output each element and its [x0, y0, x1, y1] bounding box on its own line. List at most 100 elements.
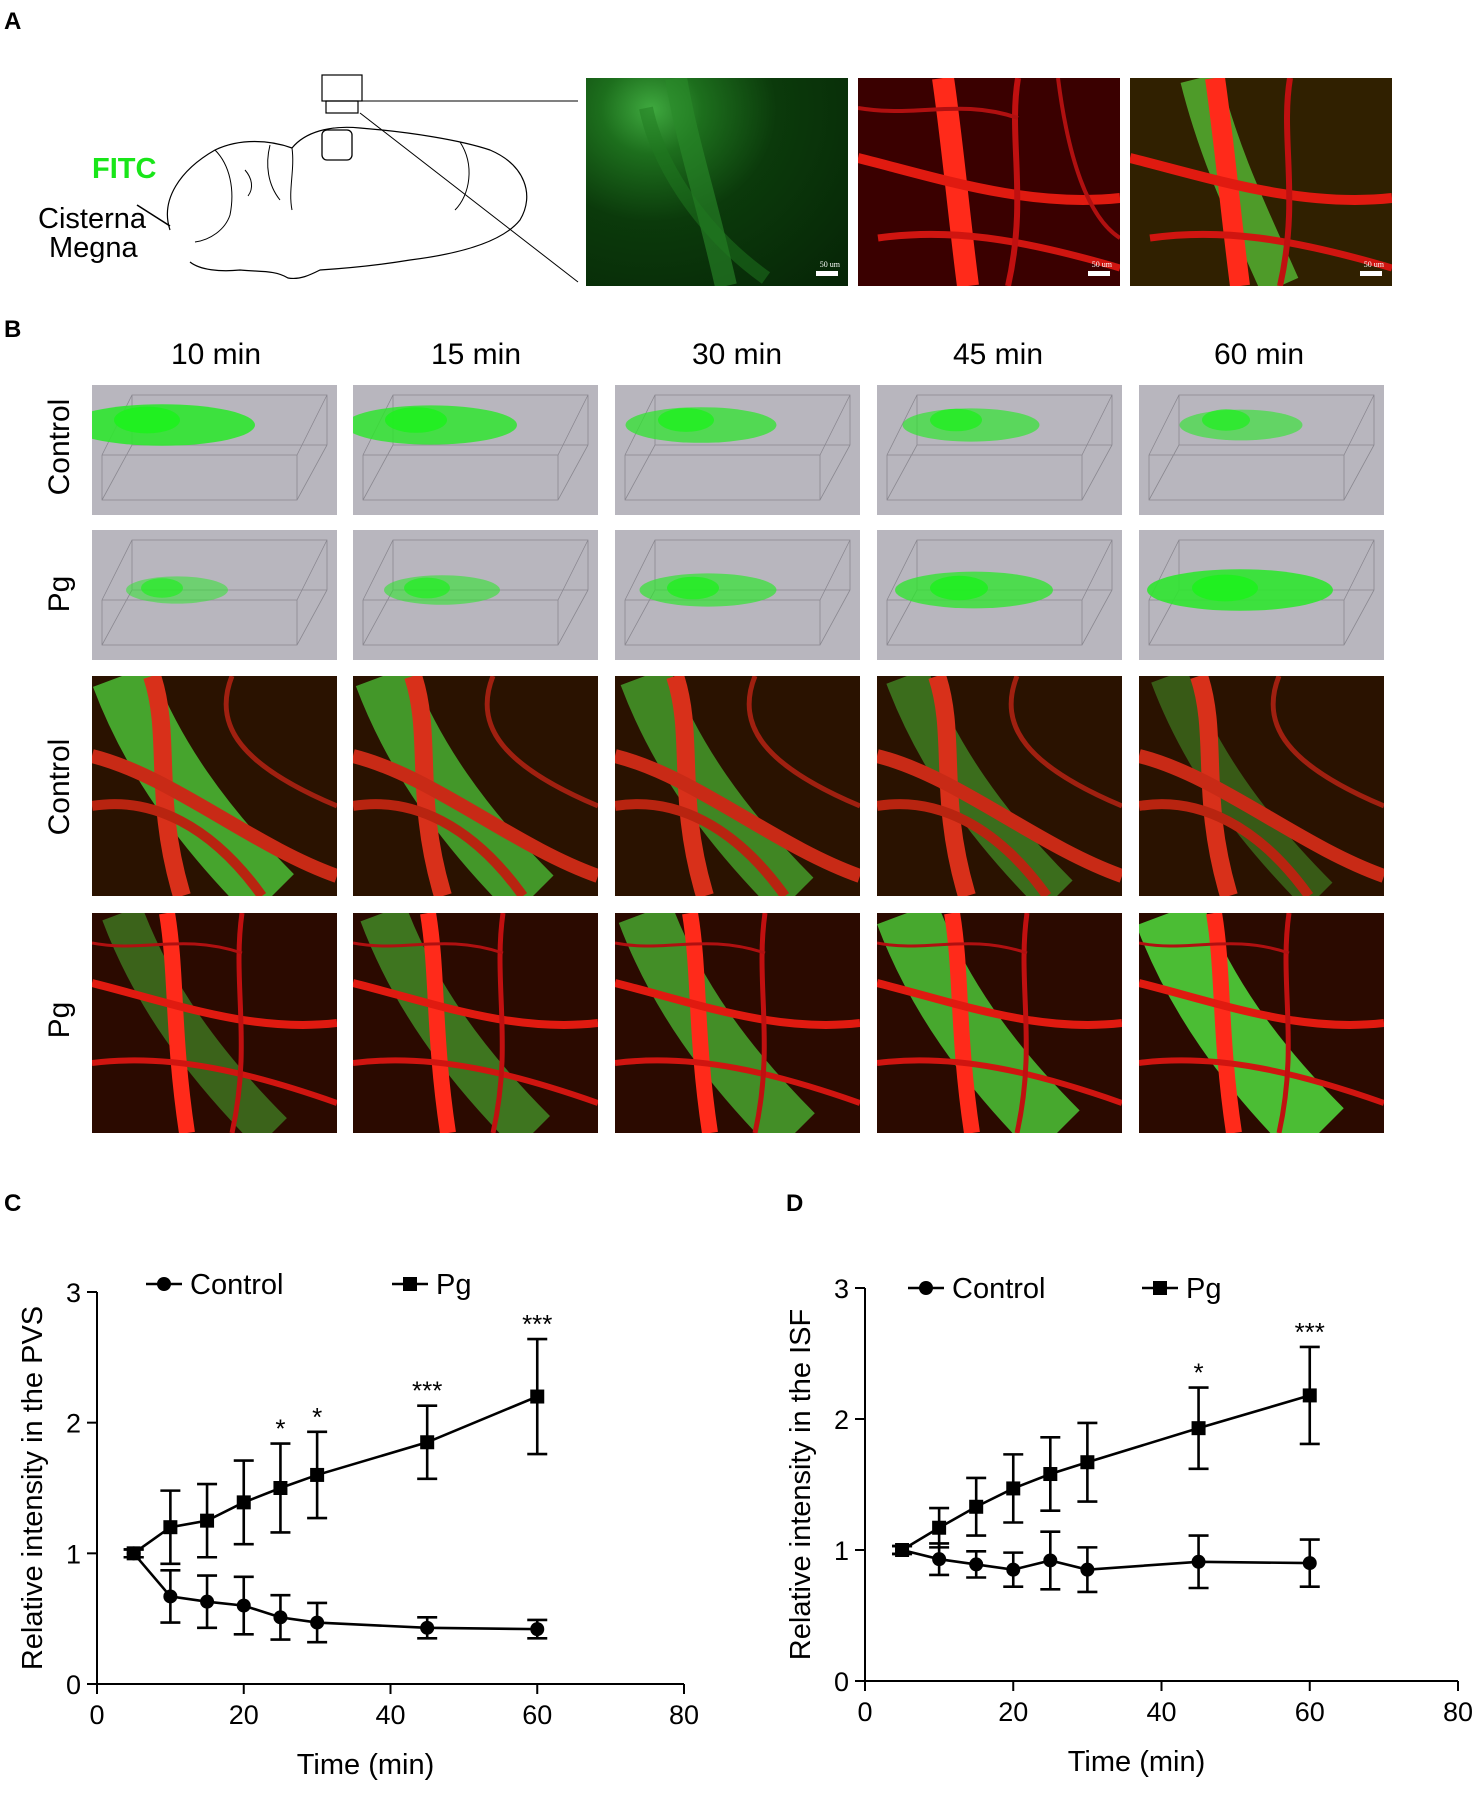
data-point-pg: [310, 1467, 325, 1482]
x-tick-label: 80: [669, 1700, 699, 1730]
panel-label-c: C: [4, 1190, 22, 1217]
panel-b-image: [877, 385, 1122, 515]
y-tick-label: 3: [834, 1274, 849, 1304]
data-point-pg: [200, 1513, 215, 1528]
time-label-30: 30 min: [691, 338, 783, 371]
data-point-control: [530, 1622, 545, 1637]
panel-b-image: [92, 676, 337, 896]
scale-bar: [1360, 271, 1382, 276]
y-axis-label: Relative intensity in the ISF: [785, 1309, 817, 1660]
row-label-pg-3d: Pg: [43, 575, 76, 613]
panel-b-image: [615, 913, 860, 1133]
data-point-control: [310, 1615, 325, 1630]
y-tick-label: 1: [834, 1536, 849, 1566]
row-label-control-2p: Control: [43, 738, 76, 836]
data-point-pg: [163, 1520, 178, 1535]
legend-marker: [1153, 1281, 1167, 1295]
brain-outline: [166, 126, 528, 280]
panel-b-image: [1139, 385, 1384, 515]
panel-b-image: [1139, 530, 1384, 660]
significance-marker: *: [275, 1414, 285, 1444]
x-tick-label: 60: [1295, 1697, 1325, 1727]
y-tick-label: 0: [66, 1670, 81, 1700]
series-line-pg: [901, 1394, 1311, 1552]
data-point-control: [1006, 1562, 1021, 1577]
y-tick-label: 2: [66, 1409, 81, 1439]
legend-marker: [157, 1277, 171, 1291]
legend-label-pg: Pg: [1186, 1273, 1221, 1305]
chart-c: 0 20 40 60 80 0 1 2 3 Time (min) Relative intensit…: [17, 1269, 699, 1781]
data-point-control: [1191, 1554, 1206, 1569]
data-point-control: [420, 1620, 435, 1635]
panel-b-image: [615, 385, 860, 515]
data-point-pg: [1006, 1481, 1021, 1496]
data-point-control: [236, 1598, 251, 1613]
panel-b-image: [877, 530, 1122, 660]
panel-b-image: [92, 913, 337, 1133]
row-label-pg-2p: Pg: [43, 1001, 76, 1039]
legend-marker: [919, 1281, 933, 1295]
significance-marker: ***: [1295, 1317, 1325, 1347]
data-point-control: [1043, 1553, 1058, 1568]
objective-lens-icon: [321, 74, 363, 102]
data-point-control: [200, 1594, 215, 1609]
scale-bar: [1088, 271, 1110, 276]
y-tick-label: 3: [66, 1278, 81, 1308]
micrograph-fitc: 50 um: [586, 78, 848, 286]
y-tick-label: 1: [66, 1539, 81, 1569]
x-tick-label: 0: [857, 1697, 872, 1727]
data-point-pg: [969, 1499, 984, 1514]
data-point-pg: [530, 1389, 545, 1404]
panel-b-image: [1139, 913, 1384, 1133]
significance-marker: *: [1194, 1358, 1204, 1388]
data-point-pg: [236, 1495, 251, 1510]
panel-label-a: A: [4, 8, 22, 35]
panel-label-d: D: [786, 1190, 804, 1217]
x-tick-label: 40: [1146, 1697, 1176, 1727]
data-point-pg: [273, 1481, 288, 1495]
micrograph-merged: 50 um: [1130, 78, 1392, 286]
micrograph-vessels: 50 um: [858, 78, 1120, 286]
scale-text: 50 um: [1363, 260, 1384, 269]
time-label-10: 10 min: [170, 338, 262, 371]
scale-bar: [816, 271, 838, 276]
x-axis-label: Time (min): [1068, 1746, 1205, 1778]
significance-marker: ***: [412, 1376, 442, 1406]
panel-b-image: [877, 676, 1122, 896]
panel-b-image: [353, 530, 598, 660]
time-label-60: 60 min: [1213, 338, 1305, 371]
imaging-window: [321, 129, 353, 161]
panel-b-image: [353, 913, 598, 1133]
x-tick-label: 20: [998, 1697, 1028, 1727]
x-axis-label: Time (min): [297, 1749, 434, 1781]
legend-label-pg: Pg: [436, 1269, 471, 1301]
data-point-control: [163, 1589, 178, 1604]
data-point-control: [273, 1610, 288, 1625]
panel-b-image: [877, 913, 1122, 1133]
y-axis-label: Relative intensity in the PVS: [17, 1306, 49, 1670]
fitc-label: FITC: [92, 153, 157, 185]
time-label-15: 15 min: [430, 338, 522, 371]
panel-label-b: B: [4, 316, 22, 343]
panel-b-image: [353, 676, 598, 896]
legend-label-control: Control: [952, 1273, 1046, 1305]
data-point-pg: [1080, 1455, 1095, 1470]
y-tick-label: 2: [834, 1405, 849, 1435]
time-label-45: 45 min: [952, 338, 1044, 371]
legend-label-control: Control: [190, 1269, 284, 1301]
x-tick-label: 20: [229, 1700, 259, 1730]
series-line-control: [132, 1552, 538, 1631]
data-point-pg: [895, 1543, 910, 1557]
data-point-pg: [932, 1520, 947, 1535]
scale-text: 50 um: [1091, 260, 1112, 269]
cisterna-label: Cisterna: [38, 203, 146, 235]
data-point-pg: [126, 1546, 141, 1561]
panel-b-image: [1139, 676, 1384, 896]
megna-label: Megna: [49, 232, 138, 264]
series-line-pg: [132, 1395, 538, 1555]
panel-b-image: [92, 530, 337, 660]
significance-marker: *: [312, 1402, 322, 1432]
chart-d: 0 20 40 60 80 0 1 2 3 Time (min) Relative intensit…: [785, 1273, 1473, 1778]
panel-b-image: [615, 530, 860, 660]
data-point-pg: [1302, 1388, 1317, 1403]
